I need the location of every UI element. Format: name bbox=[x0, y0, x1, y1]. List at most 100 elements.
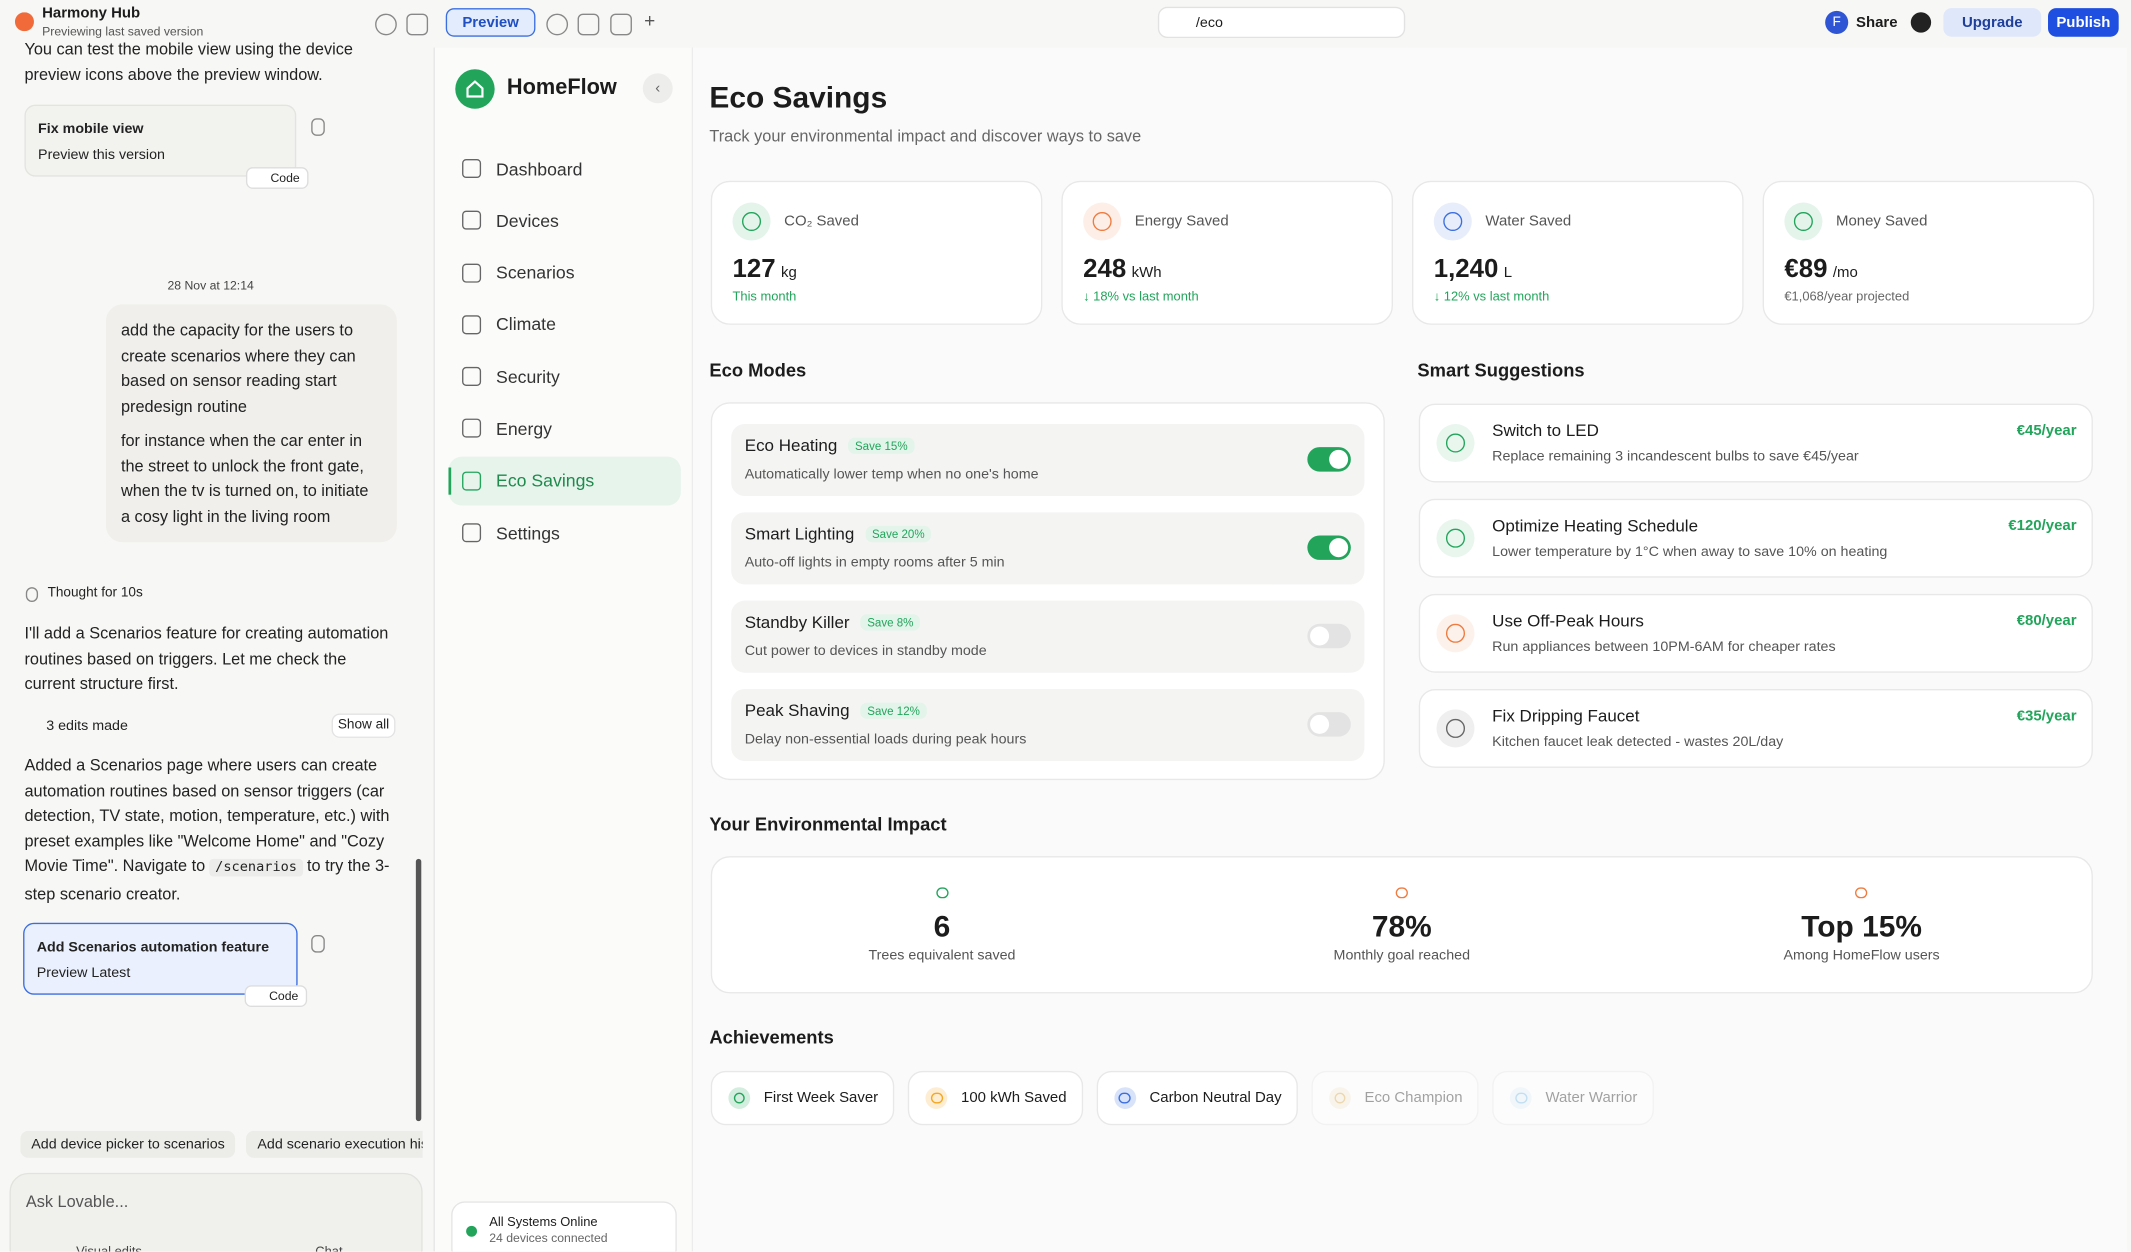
version-card[interactable]: Fix mobile view Preview this version Cod… bbox=[24, 104, 308, 189]
visual-edits[interactable]: Visual edits bbox=[76, 1241, 142, 1252]
code-icon[interactable] bbox=[577, 13, 600, 36]
nav-item[interactable]: Eco Savings bbox=[448, 456, 681, 506]
app-sidebar: HomeFlow ‹ Dashboard Devices Scenarios Clim… bbox=[433, 47, 694, 1252]
icon-glyph bbox=[1794, 212, 1813, 231]
suggestion-card[interactable]: Fix Dripping Faucet Kitchen faucet leak d… bbox=[1418, 689, 2093, 768]
suggestion-desc: Lower temperature by 1°C when away to sa… bbox=[1492, 543, 1888, 560]
collapse-button[interactable]: ‹ bbox=[642, 73, 673, 104]
impact-label: Monthly goal reached bbox=[1333, 947, 1471, 964]
mode-name: Peak Shaving bbox=[744, 701, 850, 721]
page-subtitle: Track your environmental impact and disc… bbox=[709, 126, 1142, 146]
preview-button[interactable]: Preview bbox=[445, 8, 536, 37]
nav-item[interactable]: Devices bbox=[448, 196, 680, 245]
project-status: Previewing last saved version bbox=[42, 24, 204, 39]
suggestion-card[interactable]: Optimize Heating Schedule Lower temperatu… bbox=[1418, 498, 2093, 578]
chat-panel: You can test the mobile view using the d… bbox=[0, 39, 432, 1252]
logo bbox=[14, 12, 34, 32]
suggestion-card[interactable]: Use Off-Peak Hours Run appliances between… bbox=[1418, 593, 2093, 673]
icon bbox=[728, 1087, 751, 1109]
edits-label: 3 edits made bbox=[46, 717, 128, 734]
chat-input[interactable]: Ask Lovable... Visual edits Chat bbox=[9, 1172, 423, 1252]
add-icon[interactable]: + bbox=[644, 9, 656, 32]
nav-item[interactable]: Dashboard bbox=[448, 144, 680, 193]
achievement: First Week Saver bbox=[710, 1070, 895, 1126]
code-tag[interactable]: Code bbox=[244, 985, 307, 1008]
url-bar[interactable]: /eco bbox=[1157, 6, 1406, 39]
nav-item[interactable]: Settings bbox=[448, 508, 680, 557]
toggle[interactable] bbox=[1307, 447, 1351, 472]
toggle[interactable] bbox=[1307, 712, 1351, 737]
analytics-icon[interactable] bbox=[610, 13, 632, 36]
stat-unit: L bbox=[1503, 265, 1513, 282]
mode-name: Standby Killer bbox=[744, 612, 850, 632]
bookmark-icon[interactable] bbox=[311, 118, 325, 136]
mode-title-row: Smart Lighting Save 20% bbox=[745, 525, 932, 544]
icon bbox=[1784, 202, 1823, 241]
avatar[interactable]: F bbox=[1825, 10, 1849, 34]
timestamp: 28 Nov at 12:14 bbox=[167, 278, 254, 293]
stat-value: €89 bbox=[1784, 255, 1828, 285]
suggestions-list: Switch to LED Replace remaining 3 incande… bbox=[1418, 403, 2093, 768]
nav-icon bbox=[462, 419, 482, 439]
toggle[interactable] bbox=[1307, 535, 1351, 560]
publish-button[interactable]: Publish bbox=[2048, 8, 2119, 37]
suggestion-title: Switch to LED bbox=[1492, 421, 1599, 441]
github-icon[interactable] bbox=[1910, 12, 1932, 33]
panel-icon[interactable] bbox=[406, 13, 429, 36]
icon-glyph bbox=[1446, 433, 1465, 453]
icon-glyph bbox=[1446, 719, 1465, 738]
code-tag[interactable]: Code bbox=[245, 167, 308, 189]
nav-label: Energy bbox=[496, 418, 553, 439]
upgrade-button[interactable]: Upgrade bbox=[1943, 8, 2042, 37]
icon bbox=[1433, 202, 1472, 241]
mode-badge: Save 12% bbox=[860, 702, 927, 719]
nav-label: Devices bbox=[496, 210, 559, 231]
scrollbar[interactable] bbox=[415, 858, 422, 1122]
section-title: Eco Modes bbox=[709, 360, 807, 381]
stat-card: Energy Saved 248 kWh ↓ 18% vs last month bbox=[1061, 180, 1393, 325]
icon-glyph bbox=[936, 886, 948, 899]
icon bbox=[925, 1087, 948, 1109]
chat-mode[interactable]: Chat bbox=[315, 1241, 342, 1252]
suggestion-card[interactable]: Switch to LED Replace remaining 3 incande… bbox=[1418, 403, 2093, 483]
icon bbox=[1083, 202, 1122, 241]
section-title: Smart Suggestions bbox=[1417, 360, 1585, 381]
version-card[interactable]: Add Scenarios automation feature Preview… bbox=[23, 922, 307, 1008]
achievement: 100 kWh Saved bbox=[908, 1070, 1083, 1126]
achievement-name: Water Warrior bbox=[1545, 1089, 1638, 1107]
summary-text: Added a Scenarios page where users can c… bbox=[24, 755, 390, 876]
icon bbox=[732, 202, 771, 241]
bookmark-icon[interactable] bbox=[311, 934, 325, 953]
cloud-icon[interactable] bbox=[546, 13, 569, 36]
icon bbox=[1329, 1087, 1351, 1109]
url-text: /eco bbox=[1195, 14, 1223, 32]
project-name[interactable]: Harmony Hub bbox=[42, 5, 141, 22]
stat-unit: kg bbox=[781, 265, 797, 282]
nav-item[interactable]: Climate bbox=[448, 300, 680, 349]
icon bbox=[1114, 1087, 1136, 1109]
suggestion-desc: Replace remaining 3 incandescent bulbs t… bbox=[1492, 448, 1859, 465]
stat-value-row: 127 kg bbox=[733, 255, 1021, 285]
mode-desc: Auto-off lights in empty rooms after 5 m… bbox=[744, 554, 1005, 571]
icon bbox=[1436, 519, 1475, 558]
mode-name: Smart Lighting bbox=[744, 524, 855, 544]
suggestion-chip[interactable]: Add scenario execution his bbox=[246, 1130, 423, 1158]
stat-header: Money Saved bbox=[1784, 202, 2072, 241]
nav-item[interactable]: Energy bbox=[448, 404, 680, 453]
assistant-message: You can test the mobile view using the d… bbox=[24, 39, 353, 84]
share-button[interactable]: Share bbox=[1855, 14, 1898, 32]
show-all-button[interactable]: Show all bbox=[331, 713, 396, 738]
toggle[interactable] bbox=[1307, 623, 1351, 649]
home-icon bbox=[466, 80, 484, 98]
nav-icon bbox=[462, 315, 482, 335]
mode-desc: Automatically lower temp when no one's h… bbox=[744, 466, 1039, 483]
impact-value: 78% bbox=[1371, 909, 1432, 944]
history-icon[interactable] bbox=[375, 13, 397, 36]
toggle-knob bbox=[1329, 449, 1349, 469]
nav-item[interactable]: Scenarios bbox=[448, 248, 680, 297]
impact-label: Trees equivalent saved bbox=[868, 947, 1016, 964]
suggestion-chip[interactable]: Add device picker to scenarios bbox=[20, 1130, 236, 1158]
section-title: Your Environmental Impact bbox=[709, 814, 947, 835]
mode-desc: Cut power to devices in standby mode bbox=[744, 642, 987, 660]
nav-item[interactable]: Security bbox=[448, 352, 680, 401]
